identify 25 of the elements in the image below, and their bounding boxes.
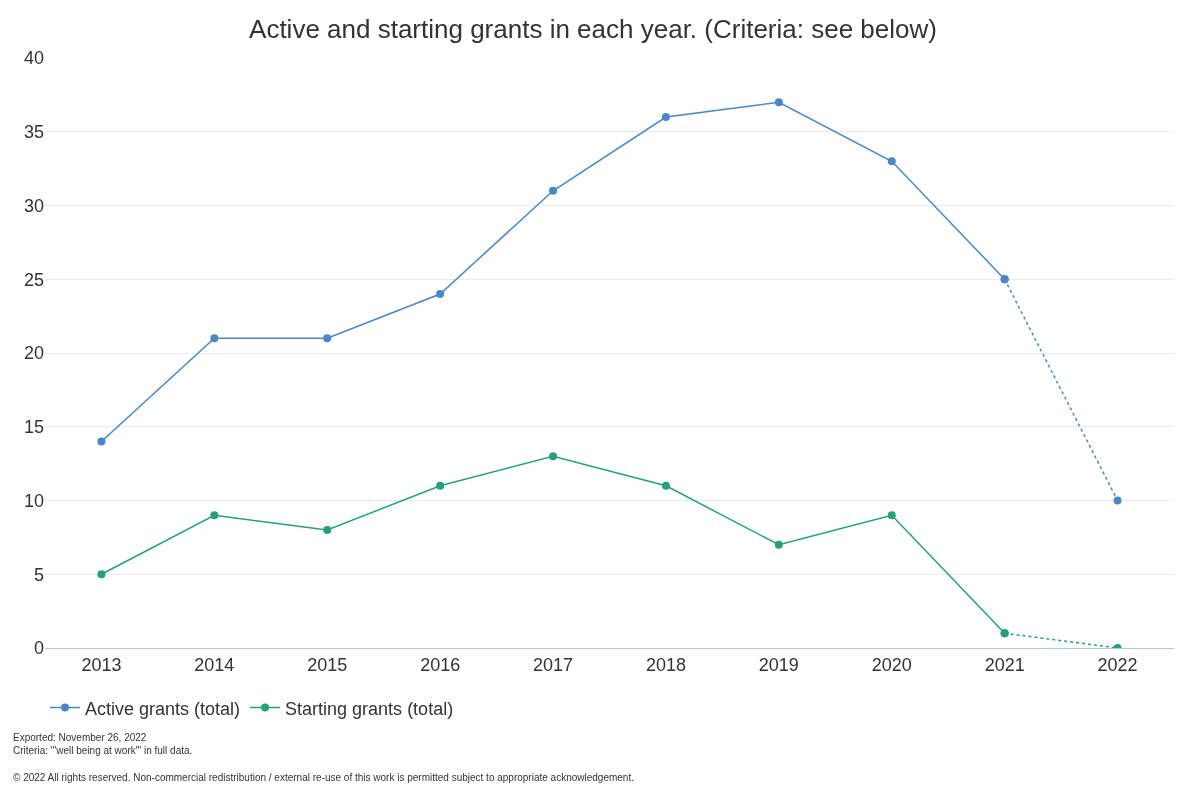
y-tick-label: 20 [23, 343, 44, 364]
y-tick-label: 35 [23, 122, 44, 143]
legend-label: Starting grants (total) [285, 698, 454, 719]
x-tick-label: 2016 [420, 654, 461, 675]
y-tick-label: 10 [23, 490, 44, 511]
chart-title: Active and starting grants in each year. (Criteria: see below) [249, 14, 937, 45]
y-tick-label: 30 [23, 195, 44, 216]
x-tick-label: 2019 [758, 654, 799, 675]
x-tick-label: 2014 [194, 654, 235, 675]
x-tick-label: 2013 [81, 654, 122, 675]
x-tick-label: 2017 [533, 654, 574, 675]
y-tick-label: 25 [23, 269, 44, 290]
x-tick-label: 2022 [1097, 654, 1138, 675]
y-tick-label: 40 [23, 48, 44, 69]
legend-label: Active grants (total) [85, 698, 241, 719]
x-tick-label: 2020 [871, 654, 912, 675]
x-tick-label: 2021 [984, 654, 1025, 675]
y-tick-label: 15 [23, 417, 44, 438]
y-tick-label: 5 [33, 564, 44, 585]
text: Exported: November 26, 2022 [13, 732, 147, 743]
text: © 2022 All rights reserved. Non-commercial redistribution / external re-use of this work is permitted subject to appropriate acknowledgement. [13, 772, 634, 783]
x-tick-label: 2015 [307, 654, 348, 675]
x-tick-label: 2018 [645, 654, 686, 675]
y-tick-label: 0 [33, 638, 44, 659]
text: Criteria: '"well being at work"' in full data. [13, 745, 193, 756]
